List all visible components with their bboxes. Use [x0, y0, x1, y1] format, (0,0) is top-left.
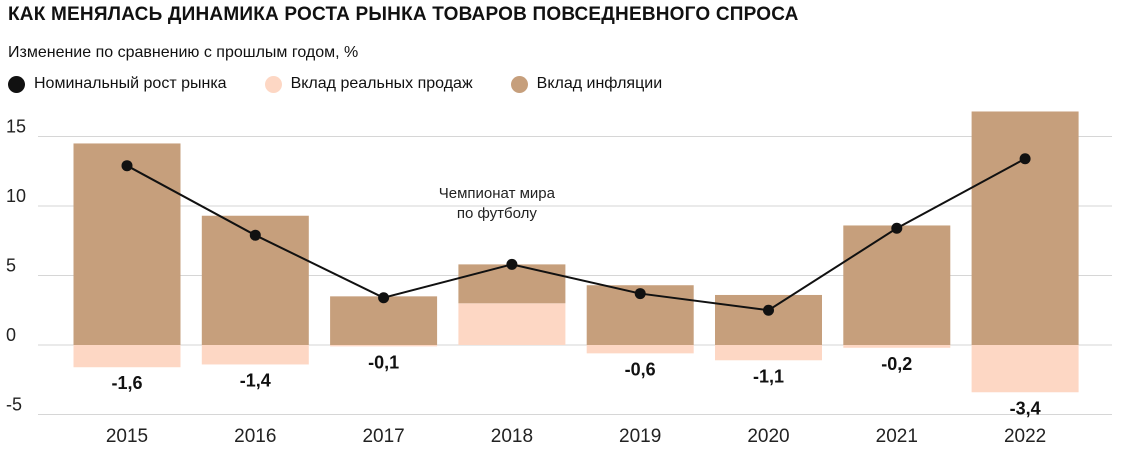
bar-real-sales [843, 345, 951, 348]
legend-item-real-sales: Вклад реальных продаж [264, 75, 473, 93]
chart-subtitle: Изменение по сравнению с прошлым годом, … [8, 44, 359, 61]
x-tick-label: 2022 [1004, 426, 1046, 447]
bar-inflation [73, 143, 181, 345]
bar-inflation [971, 111, 1079, 345]
x-tick-label: 2021 [876, 426, 918, 447]
nominal-growth-point [634, 288, 646, 300]
bar-inflation [458, 264, 566, 304]
nominal-growth-point [891, 222, 903, 234]
bar-real-sales [715, 345, 822, 361]
data-label: -3,4 [1010, 398, 1041, 418]
legend-label-real-sales: Вклад реальных продаж [290, 75, 473, 92]
bar-real-sales [330, 345, 438, 347]
x-tick-label: 2018 [491, 426, 533, 447]
nominal-growth-point [249, 229, 261, 241]
data-label: -1,6 [111, 373, 142, 393]
legend-swatch-nominal [8, 75, 25, 93]
legend-swatch-inflation [510, 75, 528, 93]
data-label: -1,4 [240, 370, 271, 390]
nominal-growth-point [1019, 153, 1031, 165]
data-label: -0,2 [881, 354, 912, 374]
x-tick-label: 2019 [619, 426, 661, 447]
legend-label-inflation: Вклад инфляции [536, 75, 663, 92]
y-tick-label: 15 [6, 117, 26, 137]
nominal-growth-line [126, 157, 1026, 312]
chart-title: КАК МЕНЯЛАСЬ ДИНАМИКА РОСТА РЫНКА ТОВАРО… [8, 4, 799, 25]
x-tick-label: 2017 [362, 426, 404, 447]
data-label: -0,6 [625, 359, 656, 379]
nominal-growth-point [378, 292, 390, 304]
bar-real-sales [971, 345, 1079, 393]
annotation-text: Чемпионат мира [439, 185, 556, 202]
x-tick-label: 2016 [234, 426, 276, 447]
nominal-growth-point [763, 304, 774, 316]
annotation-text: по футболу [457, 205, 538, 222]
bar-real-sales [201, 345, 309, 365]
y-tick-label: -5 [6, 395, 22, 415]
nominal-growth-point [506, 258, 518, 270]
bar-real-sales [586, 345, 694, 354]
legend-swatch-real-sales [264, 75, 282, 93]
nominal-growth-point [121, 160, 133, 172]
bar-inflation [715, 294, 822, 345]
legend-item-nominal: Номинальный рост рынка [8, 75, 227, 93]
legend-label-nominal: Номинальный рост рынка [34, 75, 227, 92]
data-label: -1,1 [753, 366, 784, 386]
legend: Номинальный рост рынка Вклад реальных пр… [8, 72, 700, 96]
x-tick-label: 2020 [747, 426, 789, 447]
y-tick-label: 0 [6, 325, 16, 345]
legend-item-inflation: Вклад инфляции [510, 75, 663, 93]
bar-real-sales [458, 303, 566, 345]
bar-inflation [330, 296, 438, 345]
bar-real-sales [73, 345, 181, 368]
y-tick-label: 5 [6, 256, 16, 276]
data-label: -0,1 [368, 352, 399, 372]
y-tick-label: 10 [6, 186, 26, 206]
bar-inflation [843, 225, 951, 345]
x-tick-label: 2015 [106, 426, 148, 447]
